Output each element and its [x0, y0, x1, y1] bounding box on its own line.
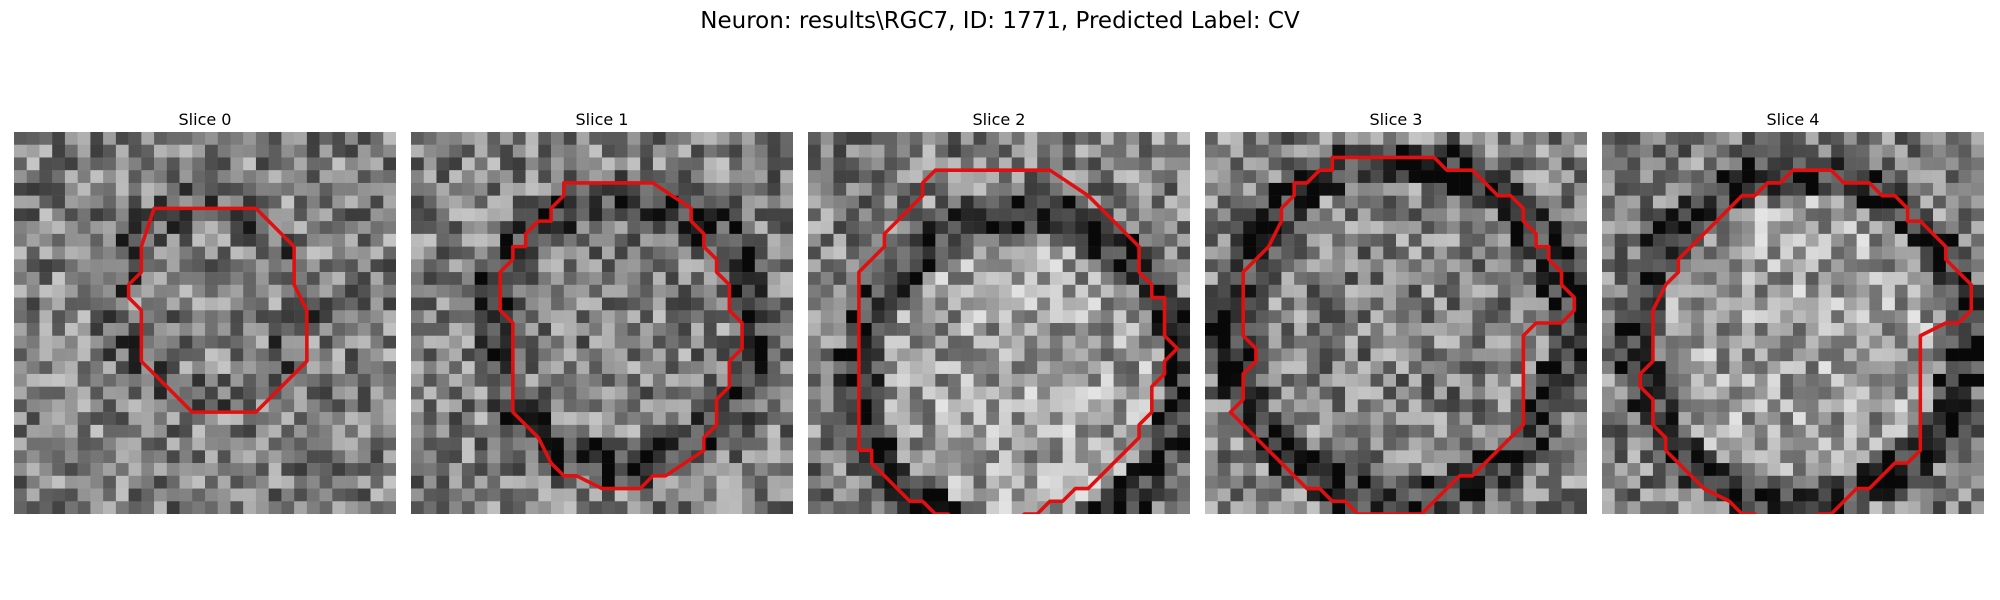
contour	[126, 206, 309, 414]
contour	[1228, 155, 1577, 514]
slice-title: Slice 2	[972, 110, 1026, 129]
slice-title: Slice 3	[1369, 110, 1423, 129]
slice-title: Slice 0	[178, 110, 232, 129]
grayscale-pixels	[411, 132, 793, 514]
slice-panel-1: Slice 1	[411, 108, 793, 514]
slice-image	[1205, 132, 1587, 514]
slice-panel-2: Slice 2	[808, 108, 1190, 514]
slice-image	[411, 132, 793, 514]
grayscale-pixels	[808, 132, 1190, 514]
grayscale-pixels	[14, 132, 396, 514]
figure-title: Neuron: results\RGC7, ID: 1771, Predicte…	[700, 8, 1300, 34]
contour	[857, 168, 1180, 514]
slice-title: Slice 4	[1766, 110, 1820, 129]
slice-image	[808, 132, 1190, 514]
grayscale-pixels	[1602, 132, 1984, 514]
contour	[498, 181, 744, 491]
slice-title: Slice 1	[575, 110, 629, 129]
slice-panel-3: Slice 3	[1205, 108, 1587, 514]
slice-panel-4: Slice 4	[1602, 108, 1984, 514]
grayscale-pixels	[1205, 132, 1587, 514]
slice-image	[14, 132, 396, 514]
slice-panel-0: Slice 0	[14, 108, 396, 514]
contour	[1638, 168, 1974, 514]
slice-image	[1602, 132, 1984, 514]
